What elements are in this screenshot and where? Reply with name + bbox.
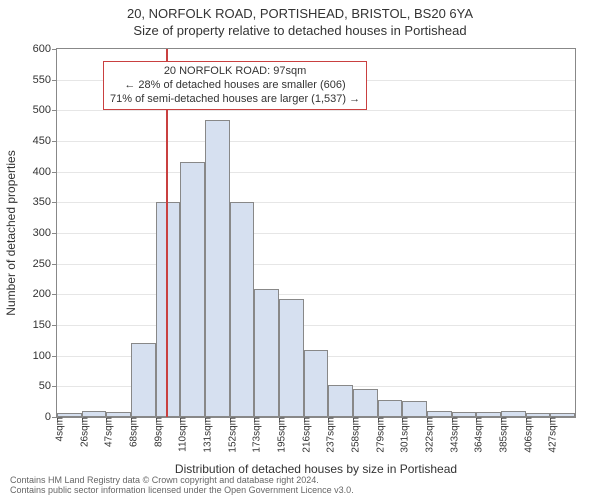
y-tick-label: 400 (33, 165, 57, 179)
y-tick-label: 250 (33, 257, 57, 271)
x-tick-label: 4sqm (49, 417, 66, 441)
x-tick-label: 427sqm (542, 417, 559, 453)
x-tick-label: 89sqm (147, 417, 164, 447)
x-tick-label: 385sqm (493, 417, 510, 453)
y-tick-label: 600 (33, 42, 57, 56)
histogram-bar (279, 299, 304, 417)
y-tick-label: 450 (33, 134, 57, 148)
x-tick-label: 343sqm (443, 417, 460, 453)
x-tick-label: 322sqm (419, 417, 436, 453)
x-axis-label: Distribution of detached houses by size … (56, 462, 576, 476)
y-tick-label: 550 (33, 73, 57, 87)
gridline-h (57, 172, 575, 173)
annotation-line-1: 20 NORFOLK ROAD: 97sqm (110, 65, 360, 79)
footer-line-2: Contains public sector information licen… (10, 486, 354, 496)
gridline-h (57, 294, 575, 295)
gridline-h (57, 233, 575, 234)
x-tick-label: 47sqm (98, 417, 115, 447)
annotation-line-3: 71% of semi-detached houses are larger (… (110, 93, 360, 107)
histogram-bar (205, 120, 230, 417)
x-tick-label: 195sqm (271, 417, 288, 453)
histogram-bar (254, 289, 279, 417)
y-tick-label: 100 (33, 349, 57, 363)
x-tick-label: 110sqm (172, 417, 189, 452)
y-tick-label: 150 (33, 318, 57, 332)
y-tick-label: 50 (39, 379, 57, 393)
gridline-h (57, 202, 575, 203)
x-tick-label: 26sqm (73, 417, 90, 447)
histogram-bar (304, 350, 329, 417)
footer-attribution: Contains HM Land Registry data © Crown c… (10, 476, 354, 496)
y-axis-label: Number of detached properties (4, 48, 22, 418)
page-subtitle: Size of property relative to detached ho… (0, 21, 600, 38)
x-tick-label: 237sqm (320, 417, 337, 453)
x-tick-label: 364sqm (468, 417, 485, 453)
x-tick-label: 216sqm (295, 417, 312, 453)
gridline-h (57, 264, 575, 265)
x-tick-label: 173sqm (246, 417, 263, 453)
annotation-box: 20 NORFOLK ROAD: 97sqm← 28% of detached … (103, 61, 367, 110)
page-title: 20, NORFOLK ROAD, PORTISHEAD, BRISTOL, B… (0, 0, 600, 21)
y-tick-label: 200 (33, 287, 57, 301)
annotation-line-2: ← 28% of detached houses are smaller (60… (110, 79, 360, 93)
histogram-bar (402, 401, 427, 417)
y-tick-label: 300 (33, 226, 57, 240)
histogram-bar (230, 202, 255, 417)
x-tick-label: 279sqm (369, 417, 386, 453)
gridline-h (57, 110, 575, 111)
x-tick-label: 258sqm (345, 417, 362, 453)
gridline-h (57, 141, 575, 142)
histogram-bar (131, 343, 156, 417)
gridline-h (57, 325, 575, 326)
x-tick-label: 131sqm (197, 417, 214, 453)
y-tick-label: 500 (33, 103, 57, 117)
histogram-bar (328, 385, 353, 417)
x-tick-label: 301sqm (394, 417, 411, 453)
x-tick-label: 68sqm (123, 417, 140, 447)
histogram-bar (378, 400, 403, 417)
histogram-bar (353, 389, 378, 417)
y-tick-label: 350 (33, 195, 57, 209)
x-tick-label: 152sqm (221, 417, 238, 453)
histogram-plot: 0501001502002503003504004505005506004sqm… (56, 48, 576, 418)
x-tick-label: 406sqm (517, 417, 534, 453)
histogram-bar (180, 162, 205, 417)
